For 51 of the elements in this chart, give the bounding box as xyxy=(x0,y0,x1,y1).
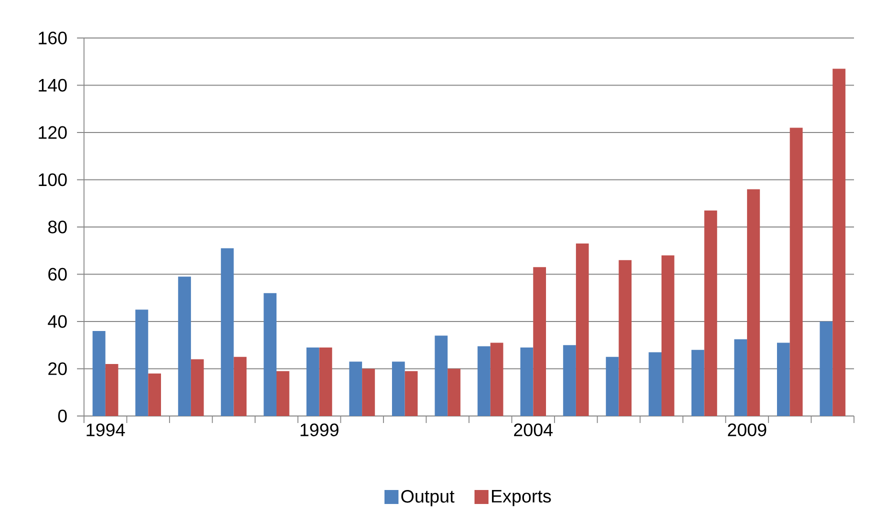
bar xyxy=(148,373,162,416)
bar xyxy=(648,352,662,416)
bar xyxy=(92,330,106,416)
bar xyxy=(434,336,448,416)
legend-label: Output xyxy=(401,490,454,506)
bar xyxy=(618,260,632,416)
legend-label: Exports xyxy=(492,490,551,506)
y-tick-label: 20 xyxy=(48,362,67,376)
bar xyxy=(448,368,460,416)
bar xyxy=(734,339,748,416)
bar xyxy=(306,347,320,416)
bar xyxy=(490,342,504,416)
bar xyxy=(606,356,619,416)
bar xyxy=(662,255,674,416)
bar xyxy=(576,244,589,416)
bar xyxy=(105,364,118,416)
x-tick-label: 1994 xyxy=(86,424,125,436)
bar xyxy=(264,293,277,416)
bar xyxy=(820,321,833,416)
bar xyxy=(563,345,576,416)
y-tick-label: 160 xyxy=(38,32,67,44)
bar xyxy=(404,371,418,416)
bar xyxy=(832,68,846,416)
bar xyxy=(392,362,405,416)
bar xyxy=(790,128,803,416)
x-tick-label: 2004 xyxy=(514,424,553,436)
bar xyxy=(190,359,204,416)
y-tick-label: 40 xyxy=(48,315,67,328)
bar xyxy=(178,276,191,416)
bar xyxy=(276,371,290,416)
bar xyxy=(704,210,718,416)
y-tick-label: 140 xyxy=(38,78,67,92)
y-tick-label: 80 xyxy=(48,220,67,234)
bar xyxy=(691,350,704,416)
y-tick-label: 100 xyxy=(38,173,67,186)
y-tick-label: 0 xyxy=(58,410,67,422)
bar xyxy=(362,368,375,416)
bar xyxy=(478,346,490,416)
x-tick-label: 1999 xyxy=(300,424,338,436)
bar xyxy=(747,189,760,416)
bar xyxy=(234,356,247,416)
bar xyxy=(220,248,234,416)
x-tick-label: 2009 xyxy=(728,424,766,436)
bar xyxy=(533,267,546,416)
y-tick-label: 60 xyxy=(48,268,67,281)
bar xyxy=(349,362,362,416)
y-tick-label: 120 xyxy=(38,126,67,139)
bar xyxy=(135,310,148,416)
bar xyxy=(520,347,534,416)
bar xyxy=(319,347,332,416)
bar xyxy=(777,342,790,416)
